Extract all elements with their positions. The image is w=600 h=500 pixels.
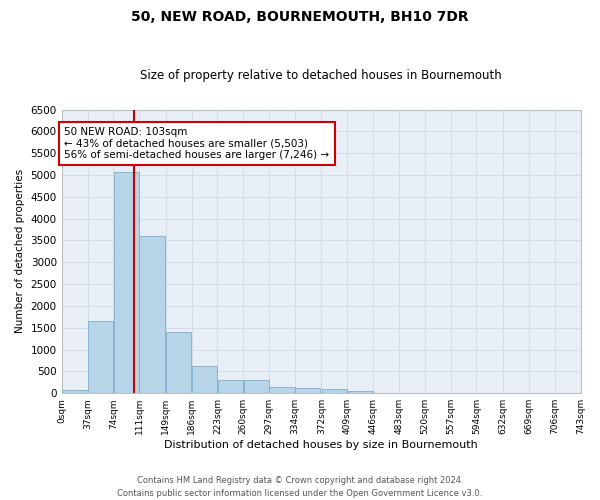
Bar [88, 321, 113, 393]
Text: Contains HM Land Registry data © Crown copyright and database right 2024.
Contai: Contains HM Land Registry data © Crown c… [118, 476, 482, 498]
Bar [295, 388, 320, 393]
Bar [166, 332, 191, 393]
Title: Size of property relative to detached houses in Bournemouth: Size of property relative to detached ho… [140, 69, 502, 82]
Bar [218, 380, 243, 393]
Text: 50 NEW ROAD: 103sqm
← 43% of detached houses are smaller (5,503)
56% of semi-det: 50 NEW ROAD: 103sqm ← 43% of detached ho… [64, 127, 329, 160]
Text: 50, NEW ROAD, BOURNEMOUTH, BH10 7DR: 50, NEW ROAD, BOURNEMOUTH, BH10 7DR [131, 10, 469, 24]
X-axis label: Distribution of detached houses by size in Bournemouth: Distribution of detached houses by size … [164, 440, 478, 450]
Bar [347, 391, 373, 393]
Bar [113, 172, 139, 393]
Bar [269, 386, 295, 393]
Bar [62, 390, 87, 393]
Y-axis label: Number of detached properties: Number of detached properties [15, 170, 25, 334]
Bar [244, 380, 269, 393]
Bar [322, 390, 347, 393]
Bar [192, 366, 217, 393]
Bar [139, 236, 165, 393]
